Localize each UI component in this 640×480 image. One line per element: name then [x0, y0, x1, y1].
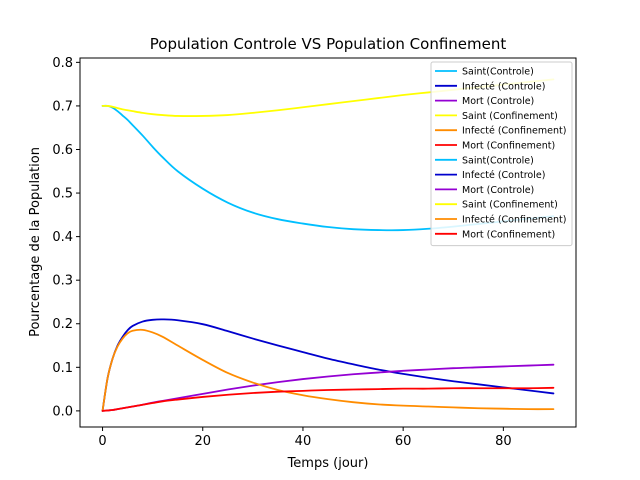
- y-axis-label: Pourcentage de la Population: [28, 147, 43, 337]
- legend-entry-label: Saint (Confinement): [462, 111, 558, 122]
- legend-entry-label: Mort (Controle): [462, 185, 534, 196]
- series-line-5: [101, 386, 555, 412]
- y-tick-label: 0.1: [52, 361, 73, 376]
- legend-entry-label: Saint(Controle): [462, 67, 534, 78]
- x-axis: 0 20 40 60 80: [98, 427, 512, 449]
- x-tick-label: 0: [98, 434, 106, 449]
- x-tick-label: 60: [395, 434, 412, 449]
- plot-border: [79, 57, 577, 428]
- legend-entry-label: Infecté (Confinement): [462, 126, 566, 137]
- y-tick-label: 0.6: [52, 143, 73, 158]
- chart-title: Population Controle VS Population Confin…: [150, 35, 507, 53]
- legend-entry-label: Saint (Confinement): [462, 200, 558, 211]
- x-tick-label: 80: [495, 434, 512, 449]
- legend-box: [430, 61, 573, 247]
- x-tick-label: 40: [295, 434, 312, 449]
- x-tick-label: 20: [194, 434, 211, 449]
- y-tick-label: 0.5: [52, 187, 73, 202]
- y-tick-label: 0.2: [52, 317, 73, 332]
- legend-entry-label: Mort (Controle): [462, 96, 534, 107]
- x-axis-label: Temps (jour): [287, 456, 369, 471]
- legend-entry-label: Mort (Confinement): [462, 229, 555, 240]
- y-tick-label: 0.8: [52, 56, 73, 71]
- legend-entry-label: Mort (Confinement): [462, 141, 555, 152]
- y-tick-label: 0.0: [52, 404, 73, 419]
- legend: Saint(Controle) Infecté (Controle) Mort (C…: [430, 61, 573, 247]
- legend-entry-label: Infecté (Controle): [462, 81, 545, 92]
- series-line-1: [101, 318, 555, 412]
- legend-entry-label: Saint(Controle): [462, 155, 534, 166]
- y-tick-label: 0.3: [52, 274, 73, 289]
- y-tick-label: 0.7: [52, 99, 73, 114]
- y-axis: 0.0 0.1 0.2 0.3 0.4 0.5 0.6 0.7 0.8: [52, 56, 80, 419]
- series-line-4: [101, 328, 555, 412]
- legend-entry-label: Infecté (Controle): [462, 170, 545, 181]
- legend-entry-label: Infecté (Confinement): [462, 215, 566, 226]
- y-tick-label: 0.4: [52, 230, 73, 245]
